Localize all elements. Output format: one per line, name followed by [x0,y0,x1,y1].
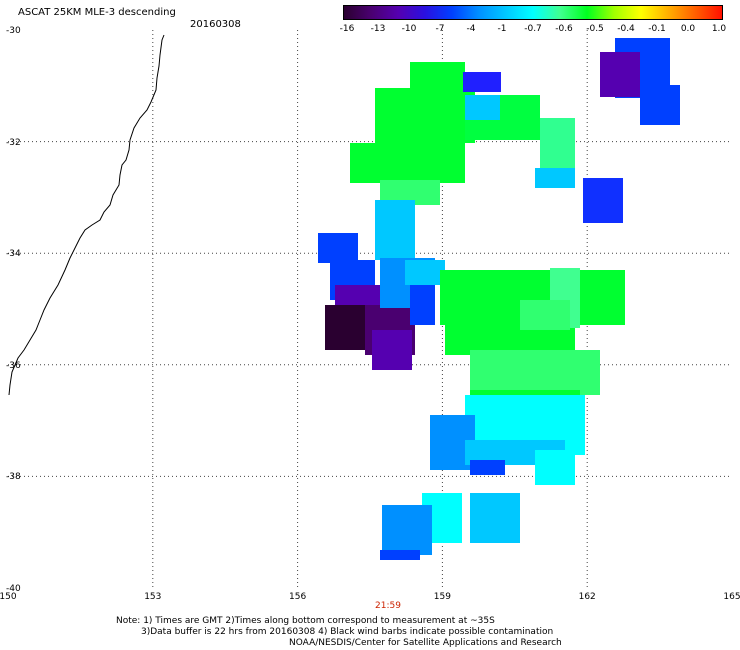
wind-cell [410,62,465,92]
note-line-1: Note: 1) Times are GMT 2)Times along bot… [116,616,495,626]
wind-cell [540,118,575,168]
colorbar-label: -1 [497,24,507,34]
longitude-label: 150 [0,592,17,602]
wind-cell [463,72,501,92]
longitude-label: 159 [433,592,451,602]
note-line-2: 3)Data buffer is 22 hrs from 20160308 4)… [141,627,554,637]
product-title: ASCAT 25KM MLE-3 descending [18,7,176,18]
latitude-label: -34 [6,249,21,260]
wind-cell [583,178,623,223]
colorbar-label: -13 [370,24,386,34]
wind-cell [465,95,500,120]
colorbar-label: -10 [401,24,417,34]
latitude-label: -30 [6,26,21,36]
colorbar-label: -0.1 [648,24,666,34]
colorbar-label: 1.0 [711,24,727,34]
wind-cell [325,305,365,350]
colorbar-label: -0.7 [524,24,542,34]
wind-cell [405,260,445,285]
note-line-3: NOAA/NESDIS/Center for Satellite Applica… [289,638,562,648]
colorbar-label: -4 [466,24,476,34]
longitude-label: 156 [289,592,307,602]
latitude-label: -40 [6,584,21,594]
latitude-label: -36 [6,360,21,371]
wind-cell [535,450,575,485]
wind-cell [375,88,475,143]
wind-cell [375,200,415,260]
longitude-label: 162 [578,592,596,602]
colorbar-label: 0.0 [680,24,696,34]
wind-cell [470,350,600,395]
latitude-label: -32 [6,137,21,148]
wind-cell [535,168,575,188]
wind-cell [470,460,505,475]
longitude-label: 165 [723,592,740,602]
longitude-label: 153 [144,592,162,602]
wind-cell [382,505,432,555]
colorbar-label: -0.6 [555,24,573,34]
wind-cell [350,143,465,183]
latitude-label: -38 [6,472,21,483]
coastline [8,34,165,396]
colorbar-label: -0.5 [586,24,604,34]
colorbar [343,5,723,20]
wind-cell [600,52,640,97]
colorbar-label: -7 [435,24,445,34]
time-label: 21:59 [375,601,401,611]
wind-cell [410,285,435,325]
wind-cell [470,493,520,543]
wind-cell [318,233,358,263]
wind-cell [372,330,412,370]
wind-cell [380,550,420,560]
wind-cell [520,300,570,330]
colorbar-label: -16 [339,24,355,34]
product-date: 20160308 [190,19,241,30]
colorbar-label: -0.4 [617,24,635,34]
wind-cell [640,85,680,125]
